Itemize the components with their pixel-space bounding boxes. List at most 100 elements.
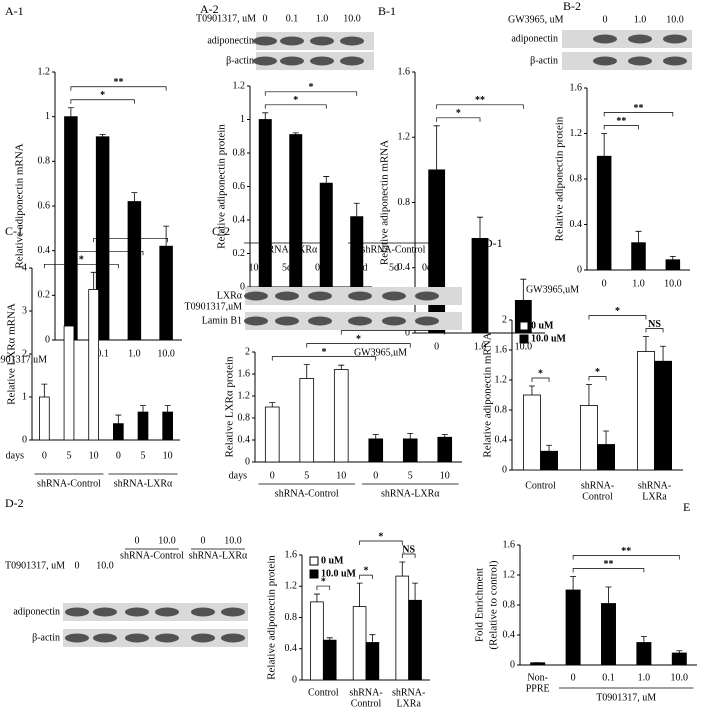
- y-axis-label: Relative adiponectin mRNA: [379, 140, 391, 265]
- error-bar: [115, 414, 122, 424]
- x-axis-label: GW3965,uM: [526, 284, 579, 295]
- error-bar: [338, 364, 345, 370]
- error-bar: [676, 650, 683, 653]
- significance-label: *: [100, 90, 105, 101]
- x-tick-label: PPRE: [526, 683, 550, 694]
- y-tick-label: 0: [510, 659, 515, 670]
- bar: [299, 377, 315, 463]
- error-bar: [303, 364, 310, 379]
- blot-band: [348, 291, 372, 301]
- error-bar: [262, 112, 269, 120]
- x-axis-label: T0901317, uM: [596, 692, 656, 703]
- blot-row-label: β-actin: [226, 55, 254, 66]
- y-tick-label: 3: [22, 305, 27, 316]
- y-tick-label: 1.2: [38, 66, 51, 77]
- panel-label: D-1: [484, 236, 503, 250]
- bar: [113, 423, 124, 441]
- error-bar: [412, 582, 419, 601]
- blot-row-label: adiponectin: [511, 33, 558, 44]
- lane-label: 0d: [315, 262, 325, 273]
- group-label: shRNA-Control: [275, 488, 339, 499]
- y-tick-label: 0: [245, 456, 250, 467]
- significance-label: *: [79, 255, 84, 266]
- y-tick-label: 1.2: [570, 128, 583, 139]
- significance-bracket: [340, 330, 446, 335]
- significance-bracket: [70, 99, 135, 104]
- bar: [352, 606, 367, 681]
- panel-label: D-2: [5, 496, 24, 510]
- x-tick-label: 0: [602, 278, 607, 289]
- lane-label: 5d: [282, 262, 292, 273]
- error-bar: [603, 430, 610, 445]
- significance-bracket: [68, 250, 144, 256]
- y-axis-label: Relative LXRα mRNA: [6, 303, 18, 405]
- error-bar: [269, 402, 276, 407]
- significance-bracket: [359, 574, 373, 580]
- x-tick-label: 0: [270, 470, 275, 481]
- y-tick-label: 0.8: [503, 599, 516, 610]
- significance-bracket: [531, 377, 550, 382]
- x-tick-label: 10: [89, 450, 99, 461]
- blot-row-label: adiponectin: [207, 35, 254, 46]
- significance-label: *: [309, 82, 314, 93]
- significance-bracket: [264, 104, 327, 109]
- x-tick-label: 5: [304, 470, 309, 481]
- blot-row-label: β-actin: [32, 632, 60, 643]
- bar: [264, 406, 280, 463]
- error-bar: [601, 133, 608, 157]
- x-tick-label: 5: [141, 450, 146, 461]
- significance-bracket: [359, 540, 403, 546]
- x-tick-label: 0: [42, 450, 47, 461]
- bar: [665, 259, 681, 271]
- bar: [601, 603, 616, 666]
- significance-label: *: [322, 347, 327, 358]
- bar: [580, 405, 598, 471]
- error-bar: [640, 636, 647, 643]
- y-tick-label: 1.2: [238, 390, 251, 401]
- bar: [437, 436, 453, 463]
- bar: [523, 394, 541, 471]
- x-axis-label: T0901317,uM: [185, 301, 243, 312]
- blot-band: [415, 291, 439, 301]
- y-tick-label: 1: [45, 111, 50, 122]
- lane-label: 0: [135, 535, 140, 546]
- lane-label: 10.0: [224, 535, 242, 546]
- error-bar: [407, 433, 414, 439]
- y-tick-label: 1.2: [398, 132, 411, 143]
- x-tick-label: 10: [440, 470, 450, 481]
- legend-swatch: [519, 334, 529, 344]
- y-tick-label: 2: [22, 348, 27, 359]
- blot-band: [253, 56, 277, 66]
- blot-title: GW3965, uM: [508, 14, 564, 25]
- bar: [137, 411, 149, 441]
- significance-label: NS: [402, 544, 415, 555]
- blot-title: T0901317, uM: [196, 13, 256, 24]
- x-tick-label: LXRa: [396, 698, 421, 709]
- significance-bracket: [572, 555, 680, 560]
- y-tick-label: 0.8: [398, 197, 411, 208]
- x-tick-label: 5: [408, 470, 413, 481]
- y-tick-label: 0.4: [495, 434, 508, 445]
- y-axis-label: Fold Enrichment: [474, 568, 486, 642]
- blot-band: [628, 56, 652, 66]
- blot-band: [191, 633, 215, 643]
- error-bar: [669, 255, 676, 260]
- y-axis-label: Relative adiponectin protein: [554, 116, 566, 241]
- panel-label: E: [683, 500, 690, 514]
- error-bar: [570, 576, 577, 590]
- blot-band: [275, 316, 299, 326]
- blot-band: [593, 34, 617, 44]
- error-bar: [326, 637, 333, 641]
- significance-label: *: [364, 565, 369, 576]
- bar: [365, 642, 380, 681]
- blot-band: [221, 607, 245, 617]
- lane-label: 0: [603, 14, 608, 25]
- y-tick-label: 2: [502, 314, 507, 325]
- bar: [39, 396, 50, 441]
- panel-label: C-2: [212, 224, 230, 238]
- y-tick-label: 1: [22, 391, 27, 402]
- x-tick-label: 10.0: [671, 672, 689, 683]
- lane-label: 10.0: [666, 14, 684, 25]
- error-bar: [164, 405, 171, 413]
- x-tick-label: 10.0: [157, 348, 175, 359]
